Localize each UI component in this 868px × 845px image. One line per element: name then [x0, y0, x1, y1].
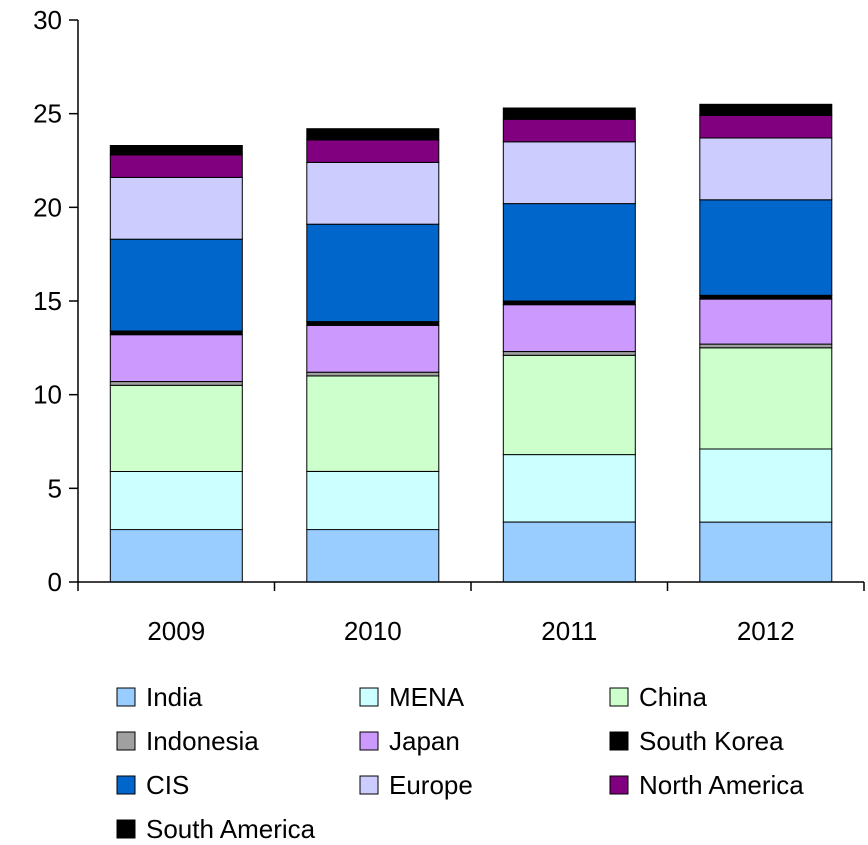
bar-segment-india-2010 — [306, 529, 440, 583]
bar-segment-mena-2010 — [306, 471, 440, 531]
bar-segment-china-2011 — [502, 354, 636, 456]
bar-segment-japan-2012 — [699, 298, 833, 345]
bar-segment-indonesia-2010 — [306, 371, 440, 377]
y-tick-label: 10 — [33, 380, 62, 410]
x-tick-label-2010: 2010 — [344, 616, 402, 646]
legend-label-mena: MENA — [389, 682, 465, 712]
bar-segment-japan-2009 — [109, 334, 243, 383]
legend-swatch-india — [116, 687, 136, 707]
bar-segment-japan-2011 — [502, 304, 636, 353]
bar-segment-india-2009 — [109, 529, 243, 583]
legend-swatch-north-america — [609, 775, 629, 795]
legend-item-india: India — [116, 682, 203, 712]
bar-segment-south-korea-2009 — [109, 330, 243, 336]
bar-segment-north-america-2011 — [502, 118, 636, 143]
bar-segment-south-america-2010 — [306, 128, 440, 141]
bar-segment-indonesia-2011 — [502, 351, 636, 356]
legend-swatch-south-korea — [609, 731, 629, 751]
bar-segment-north-america-2012 — [699, 115, 833, 139]
legend-item-europe: Europe — [359, 770, 473, 800]
legend-item-cis: CIS — [116, 770, 189, 800]
legend-label-south-korea: South Korea — [639, 726, 784, 756]
legend-swatch-cis — [116, 775, 136, 795]
bar-segment-india-2011 — [502, 521, 636, 583]
legend-label-europe: Europe — [389, 770, 473, 800]
bar-segment-japan-2010 — [306, 324, 440, 373]
legend-label-indonesia: Indonesia — [146, 726, 259, 756]
legend: India MENA China Indonesia Japan South Korea C… — [116, 682, 804, 844]
legend-swatch-japan — [359, 731, 379, 751]
bar-segment-cis-2009 — [109, 238, 243, 332]
bar-segment-europe-2009 — [109, 176, 243, 240]
bar-segment-china-2009 — [109, 384, 243, 472]
legend-item-indonesia: Indonesia — [116, 726, 259, 756]
y-tick-label: 20 — [33, 192, 62, 222]
legend-label-south-america: South America — [146, 814, 316, 844]
bar-segment-indonesia-2012 — [699, 343, 833, 349]
bar-segment-south-korea-2012 — [699, 294, 833, 300]
legend-item-china: China — [609, 682, 707, 712]
bar-segment-cis-2011 — [502, 203, 636, 302]
bar-segment-south-america-2009 — [109, 145, 243, 156]
bar-segment-china-2012 — [699, 347, 833, 450]
bar-segment-mena-2011 — [502, 454, 636, 523]
y-tick-label: 5 — [48, 473, 62, 503]
bars-layer — [109, 103, 833, 583]
legend-item-south-america: South America — [116, 814, 316, 844]
axes-layer: 0 5 10 15 20 25 30 2009 2010 2011 2012 — [33, 5, 865, 646]
x-tick-label-2009: 2009 — [147, 616, 205, 646]
legend-item-mena: MENA — [359, 682, 465, 712]
legend-label-cis: CIS — [146, 770, 189, 800]
bar-segment-south-america-2012 — [699, 103, 833, 117]
legend-label-japan: Japan — [389, 726, 460, 756]
bar-segment-cis-2010 — [306, 223, 440, 323]
bar-segment-china-2010 — [306, 375, 440, 472]
y-tick-label: 25 — [33, 99, 62, 129]
bar-segment-mena-2012 — [699, 448, 833, 523]
legend-label-india: India — [146, 682, 203, 712]
legend-label-north-america: North America — [639, 770, 804, 800]
bar-segment-north-america-2010 — [306, 139, 440, 163]
bar-segment-indonesia-2009 — [109, 381, 243, 386]
bar-segment-europe-2011 — [502, 141, 636, 205]
legend-swatch-indonesia — [116, 731, 136, 751]
legend-swatch-china — [609, 687, 629, 707]
bar-segment-north-america-2009 — [109, 154, 243, 178]
y-tick-label: 30 — [33, 5, 62, 35]
bar-segment-mena-2009 — [109, 471, 243, 531]
legend-swatch-mena — [359, 687, 379, 707]
bar-segment-south-america-2011 — [502, 107, 636, 120]
y-tick-label: 0 — [48, 567, 62, 597]
legend-swatch-south-america — [116, 819, 136, 839]
bar-segment-cis-2012 — [699, 199, 833, 296]
x-tick-label-2011: 2011 — [541, 616, 597, 646]
bar-segment-south-korea-2010 — [306, 321, 440, 326]
legend-item-south-korea: South Korea — [609, 726, 784, 756]
bar-segment-europe-2012 — [699, 137, 833, 201]
bar-segment-europe-2010 — [306, 161, 440, 225]
bar-segment-india-2012 — [699, 521, 833, 583]
legend-item-japan: Japan — [359, 726, 460, 756]
legend-label-china: China — [639, 682, 707, 712]
y-tick-label: 15 — [33, 286, 62, 316]
legend-item-north-america: North America — [609, 770, 804, 800]
bar-segment-south-korea-2011 — [502, 300, 636, 306]
x-tick-label-2012: 2012 — [737, 616, 795, 646]
legend-swatch-europe — [359, 775, 379, 795]
